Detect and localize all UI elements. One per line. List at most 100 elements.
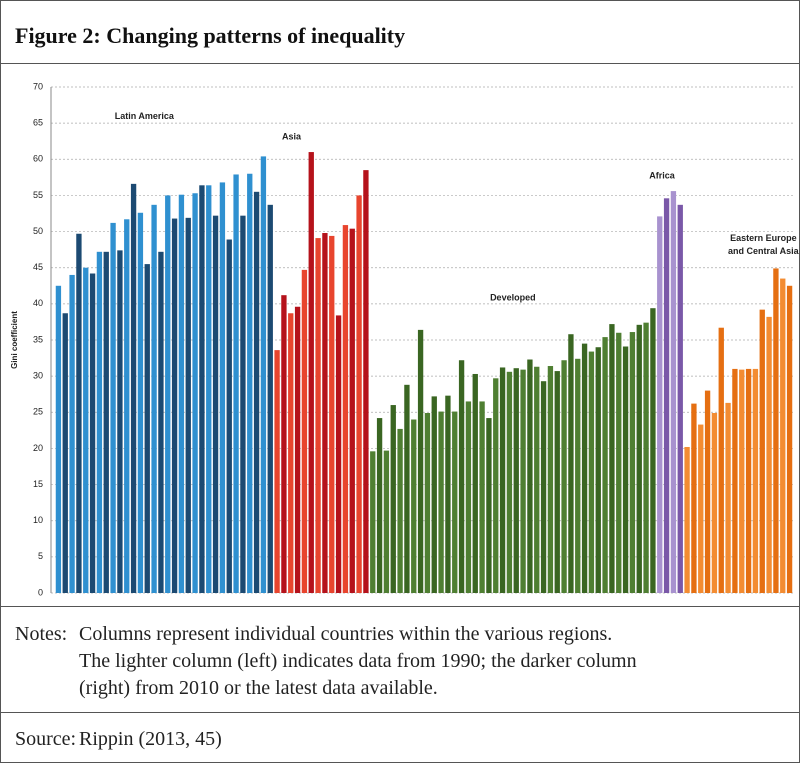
bar xyxy=(206,185,212,593)
bar xyxy=(711,413,718,593)
bar xyxy=(315,238,321,593)
bar xyxy=(684,446,690,593)
bar xyxy=(322,233,328,593)
bar xyxy=(465,401,472,593)
bar xyxy=(158,251,164,593)
bar xyxy=(363,170,369,593)
bar xyxy=(534,366,540,593)
bar xyxy=(704,390,711,593)
y-tick-label: 0 xyxy=(38,587,43,597)
bar xyxy=(335,315,342,593)
y-tick-label: 10 xyxy=(33,515,43,525)
region-label: Developed xyxy=(490,293,536,303)
bar xyxy=(527,359,533,593)
notes-label: Notes: xyxy=(15,623,68,645)
y-tick-label: 25 xyxy=(33,407,43,417)
y-tick-label: 40 xyxy=(33,298,43,308)
bar xyxy=(89,273,96,593)
y-tick-label: 45 xyxy=(33,262,43,272)
bar xyxy=(288,313,294,593)
bar xyxy=(766,316,772,593)
bar xyxy=(260,156,267,593)
bar xyxy=(349,228,355,593)
bar xyxy=(110,222,116,593)
bar xyxy=(718,327,724,593)
bar xyxy=(376,418,383,593)
bar xyxy=(780,278,786,593)
bar xyxy=(226,239,232,593)
notes-line: The lighter column (left) indicates data… xyxy=(79,650,637,672)
bar xyxy=(424,413,431,593)
y-tick-label: 30 xyxy=(33,371,43,381)
bar xyxy=(130,183,137,593)
bar xyxy=(691,403,697,593)
bar xyxy=(732,368,738,593)
bar xyxy=(568,334,574,593)
bar xyxy=(663,198,670,593)
bar xyxy=(588,351,595,593)
bar xyxy=(698,424,704,593)
source: Source: Rippin (2013, 45) xyxy=(1,712,799,762)
bar xyxy=(267,204,273,593)
bar xyxy=(370,451,376,593)
bar xyxy=(458,360,465,593)
bar xyxy=(212,215,219,593)
y-tick-label: 55 xyxy=(33,190,43,200)
bar xyxy=(786,285,793,593)
bar xyxy=(233,174,239,594)
source-label: Source: xyxy=(15,728,77,750)
bar xyxy=(178,194,185,593)
bar xyxy=(294,306,301,593)
bar xyxy=(622,346,629,593)
bar xyxy=(247,173,253,593)
chart: 0 5 10 15 20 25 30 35 40 45 50 55 60 65 70 Gini coeffic… xyxy=(10,81,799,597)
bar xyxy=(438,411,444,593)
bar xyxy=(390,405,396,593)
bar xyxy=(417,329,424,593)
notes: Notes: Columns represent individual coun… xyxy=(1,606,799,713)
bar xyxy=(561,360,567,593)
bar xyxy=(581,343,588,593)
y-tick-label: 50 xyxy=(33,226,43,236)
notes-line: (right) from 2010 or the latest data ava… xyxy=(79,677,438,699)
bar xyxy=(670,191,677,593)
bar xyxy=(342,225,349,593)
bar xyxy=(171,218,178,593)
bar xyxy=(479,401,485,593)
bar xyxy=(62,313,68,593)
bar xyxy=(301,269,308,593)
figure-header: Figure 2: Changing patterns of inequalit… xyxy=(1,1,799,64)
y-axis-label: Gini coefficient xyxy=(10,311,19,369)
bar xyxy=(329,235,335,593)
region-label: Asia xyxy=(282,131,302,141)
bar xyxy=(308,152,314,594)
bar xyxy=(83,267,89,593)
bar xyxy=(773,268,779,593)
bar xyxy=(76,233,82,594)
bar xyxy=(144,264,150,593)
bar xyxy=(629,332,636,593)
bar xyxy=(96,251,103,593)
bar xyxy=(253,191,260,594)
bar xyxy=(404,384,410,593)
region-label: Africa xyxy=(649,170,676,180)
bar xyxy=(117,250,123,593)
bar xyxy=(199,185,205,593)
bar xyxy=(677,204,683,593)
bar xyxy=(445,395,451,593)
bar xyxy=(499,367,506,593)
bar xyxy=(55,285,62,593)
bar xyxy=(609,324,615,593)
bar xyxy=(739,369,745,593)
bar xyxy=(506,371,513,593)
bar xyxy=(554,371,560,593)
y-tick-label: 15 xyxy=(33,479,43,489)
bar xyxy=(397,428,403,593)
bar xyxy=(240,215,246,593)
source-text: Rippin (2013, 45) xyxy=(79,728,222,750)
bar xyxy=(657,216,663,594)
bar xyxy=(752,368,759,593)
region-label: Eastern Europe xyxy=(730,233,797,243)
bar xyxy=(274,350,280,593)
